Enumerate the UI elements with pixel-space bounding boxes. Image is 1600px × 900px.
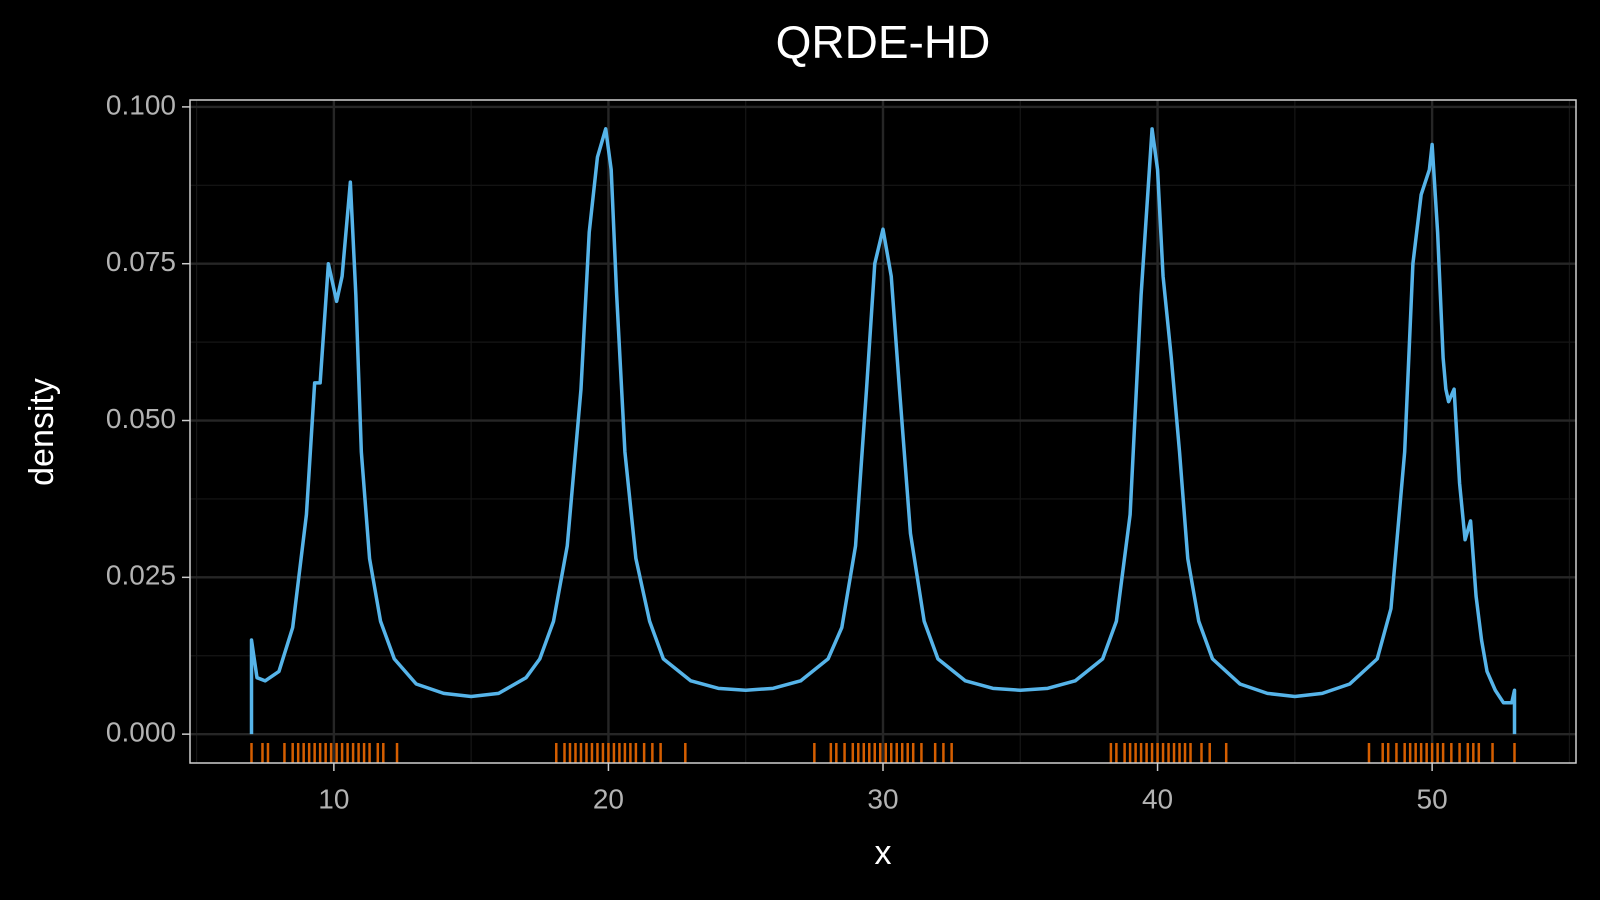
- y-tick-label: 0.050: [106, 403, 176, 434]
- density-line: [249, 127, 1517, 735]
- x-axis-label: x: [875, 834, 892, 872]
- y-tick-label: 0.000: [106, 717, 176, 748]
- y-tick-label: 0.075: [106, 246, 176, 277]
- x-tick-label: 30: [867, 783, 898, 814]
- x-tick-label: 40: [1142, 783, 1173, 814]
- y-axis-label: density: [23, 378, 61, 486]
- chart-title: QRDE-HD: [776, 16, 991, 68]
- panel-border: [189, 99, 1577, 764]
- x-tick-label: 50: [1417, 783, 1448, 814]
- x-tick-label: 20: [593, 783, 624, 814]
- x-tick-label: 10: [318, 783, 349, 814]
- y-tick-label: 0.100: [106, 89, 176, 120]
- y-tick-label: 0.025: [106, 560, 176, 591]
